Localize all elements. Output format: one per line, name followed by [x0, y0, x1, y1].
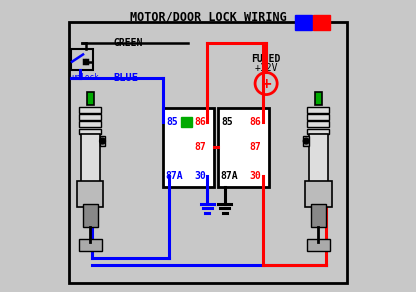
Bar	[79, 121, 102, 127]
Text: FUSED: FUSED	[251, 54, 281, 64]
Bar	[309, 134, 328, 184]
Bar	[307, 128, 329, 134]
Text: +: +	[260, 77, 272, 91]
Bar	[79, 239, 102, 251]
Bar	[218, 108, 269, 187]
Bar	[295, 15, 312, 30]
Bar	[315, 92, 322, 105]
Text: GREEN: GREEN	[114, 38, 143, 48]
Bar	[69, 22, 347, 283]
Bar	[181, 117, 192, 126]
Circle shape	[303, 138, 309, 144]
Text: 87: 87	[194, 142, 206, 152]
Bar	[313, 15, 330, 30]
Bar	[79, 114, 102, 120]
Text: 85: 85	[166, 117, 178, 127]
Text: 86: 86	[194, 117, 206, 127]
Bar	[163, 108, 214, 187]
Bar	[77, 181, 104, 207]
Text: unlock: unlock	[72, 73, 99, 82]
Text: 87: 87	[250, 142, 261, 152]
Text: 87A: 87A	[220, 171, 238, 181]
Bar	[311, 204, 326, 227]
Text: 87A: 87A	[165, 171, 183, 181]
Bar	[307, 121, 329, 127]
Bar	[81, 134, 99, 184]
Text: MOTOR/DOOR LOCK WIRING: MOTOR/DOOR LOCK WIRING	[130, 10, 286, 23]
Text: 30: 30	[194, 171, 206, 181]
Bar	[307, 239, 330, 251]
Text: 30: 30	[250, 171, 261, 181]
Bar	[99, 136, 105, 146]
Bar	[83, 204, 98, 227]
Bar	[79, 128, 102, 134]
Text: 85: 85	[222, 117, 233, 127]
Bar	[87, 92, 94, 105]
Bar	[79, 107, 102, 113]
Circle shape	[99, 138, 105, 144]
Text: +12V: +12V	[254, 62, 278, 72]
Bar	[303, 136, 309, 146]
Text: BLUE: BLUE	[114, 73, 139, 83]
Bar	[307, 107, 329, 113]
Text: 86: 86	[250, 117, 261, 127]
Bar	[305, 181, 332, 207]
Bar	[307, 114, 329, 120]
Bar	[71, 49, 93, 70]
